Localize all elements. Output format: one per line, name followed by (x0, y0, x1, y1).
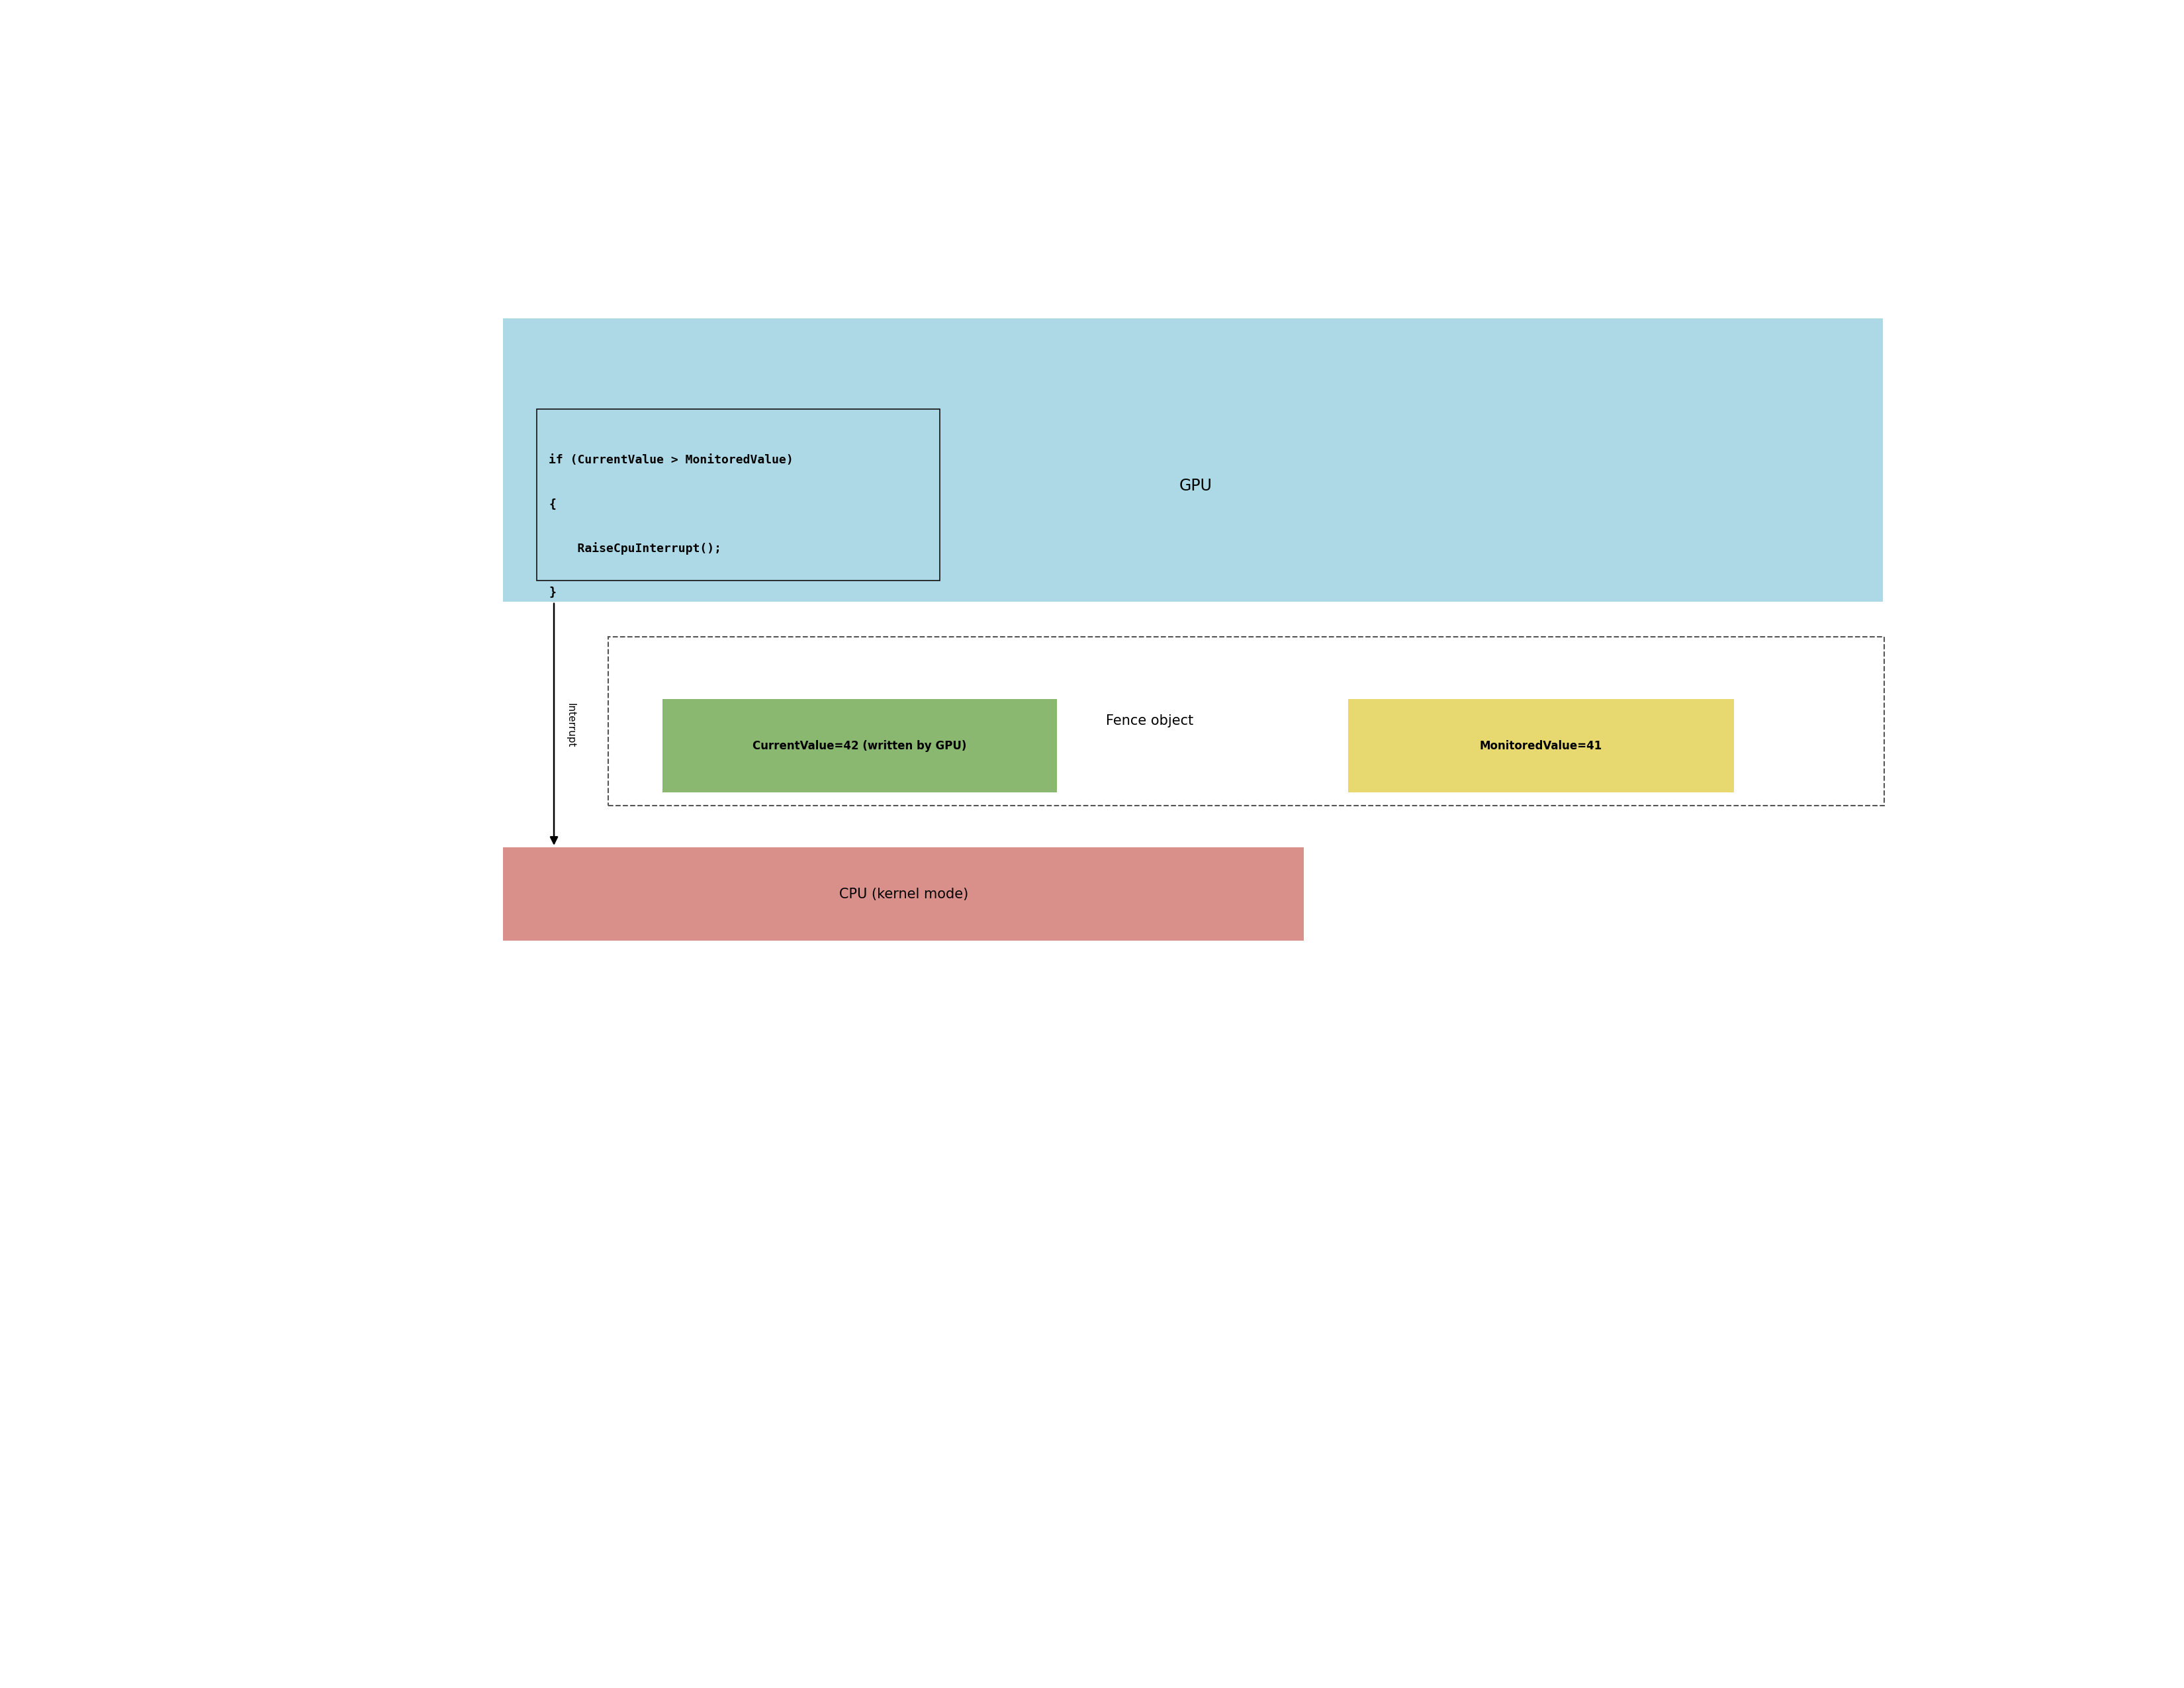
Text: {: { (548, 498, 557, 510)
Text: Interrupt: Interrupt (566, 702, 577, 748)
Text: MonitoredValue=41: MonitoredValue=41 (1479, 739, 1603, 751)
Text: if (CurrentValue > MonitoredValue): if (CurrentValue > MonitoredValue) (548, 454, 793, 466)
Text: RaiseCpuInterrupt();: RaiseCpuInterrupt(); (548, 542, 721, 555)
FancyBboxPatch shape (502, 319, 1883, 601)
FancyBboxPatch shape (502, 847, 1304, 940)
FancyBboxPatch shape (1348, 699, 1734, 793)
FancyBboxPatch shape (537, 408, 939, 581)
FancyBboxPatch shape (662, 699, 1057, 793)
Text: Fence object: Fence object (1105, 714, 1192, 728)
Text: CurrentValue=42 (written by GPU): CurrentValue=42 (written by GPU) (753, 739, 968, 751)
Text: CPU (kernel mode): CPU (kernel mode) (839, 888, 968, 901)
Text: GPU: GPU (1179, 478, 1212, 495)
Text: }: } (548, 586, 557, 599)
